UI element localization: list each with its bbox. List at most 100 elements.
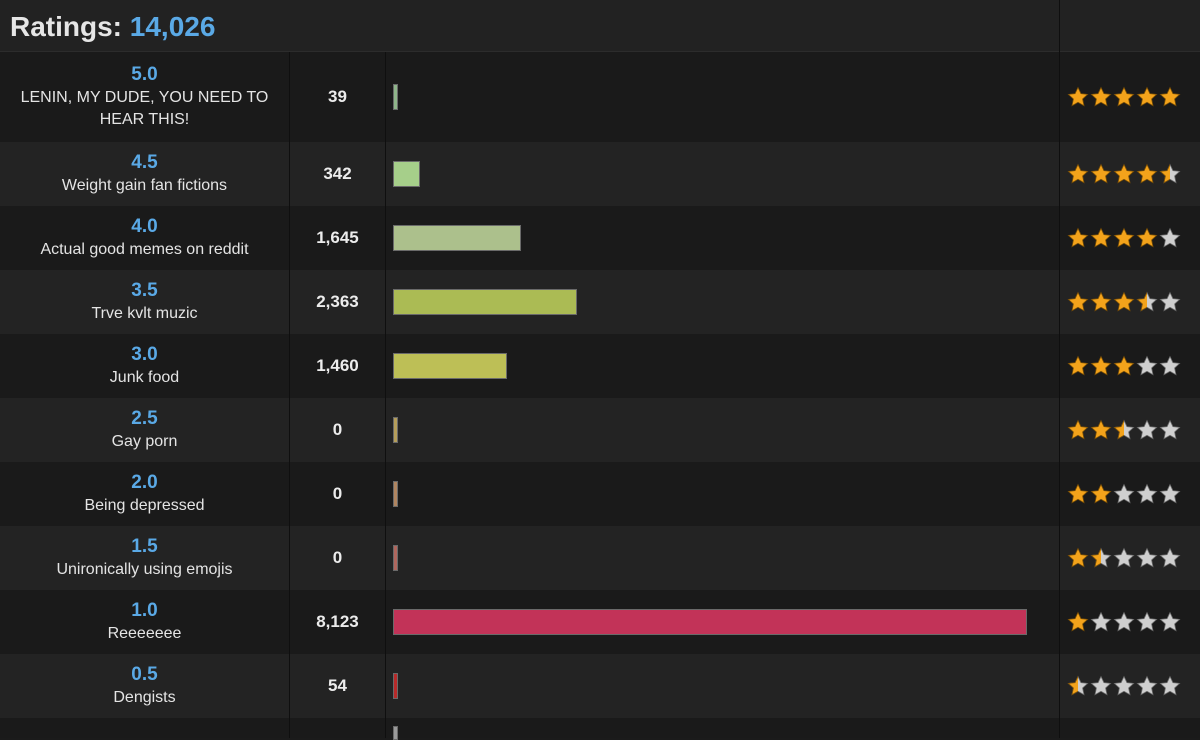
star-full-icon xyxy=(1067,291,1089,313)
star-empty-icon xyxy=(1090,675,1112,697)
rating-value: 2.5 xyxy=(131,408,158,429)
star-full-icon xyxy=(1067,419,1089,441)
column-divider xyxy=(1059,654,1060,718)
rating-description: Actual good memes on reddit xyxy=(40,241,249,258)
star-empty-icon xyxy=(1159,227,1181,249)
rating-row[interactable]: 5.0 LENIN, MY DUDE, YOU NEED TO HEAR THI… xyxy=(0,52,1200,142)
rating-value: 5.0 xyxy=(131,64,158,85)
column-divider xyxy=(289,206,290,270)
rating-row[interactable]: 3.0 Junk food 1,460 xyxy=(0,334,1200,398)
star-full-icon xyxy=(1090,86,1112,108)
ratings-header: Ratings: 14,026 xyxy=(0,0,1200,52)
star-empty-icon xyxy=(1136,547,1158,569)
star-rating xyxy=(1060,206,1200,270)
star-empty-icon xyxy=(1090,611,1112,633)
star-empty-icon xyxy=(1136,483,1158,505)
rating-label-cell: 0.5 Dengists xyxy=(0,654,289,718)
star-empty-icon xyxy=(1113,483,1135,505)
rating-row[interactable]: 1.0 Reeeeeee 8,123 xyxy=(0,590,1200,654)
rating-row[interactable]: 3.5 Trve kvlt muzic 2,363 xyxy=(0,270,1200,334)
rating-count: 1,645 xyxy=(316,228,359,247)
rating-row[interactable]: 1.5 Unironically using emojis 0 xyxy=(0,526,1200,590)
star-full-icon xyxy=(1159,86,1181,108)
rating-row[interactable]: 4.0 Actual good memes on reddit 1,645 xyxy=(0,206,1200,270)
column-divider xyxy=(289,334,290,398)
column-divider xyxy=(385,334,386,398)
rating-bar xyxy=(393,726,398,740)
star-empty-icon xyxy=(1159,483,1181,505)
column-divider xyxy=(289,462,290,526)
column-divider xyxy=(1059,270,1060,334)
column-divider xyxy=(289,270,290,334)
rating-count: 8,123 xyxy=(316,612,359,631)
ratings-table: 5.0 LENIN, MY DUDE, YOU NEED TO HEAR THI… xyxy=(0,52,1200,740)
rating-bar-cell xyxy=(386,270,1059,334)
star-rating xyxy=(1060,590,1200,654)
rating-label-cell: 1.5 Unironically using emojis xyxy=(0,526,289,590)
column-divider xyxy=(385,206,386,270)
column-divider xyxy=(385,590,386,654)
rating-bar xyxy=(393,289,577,315)
rating-value: 3.5 xyxy=(131,280,158,301)
rating-value: 4.0 xyxy=(131,216,158,237)
rating-description: LENIN, MY DUDE, YOU NEED TO HEAR THIS! xyxy=(20,89,269,128)
star-empty-icon xyxy=(1159,675,1181,697)
star-half-icon xyxy=(1136,291,1158,313)
star-full-icon xyxy=(1067,86,1089,108)
rating-label-cell: 1.0 Reeeeeee xyxy=(0,590,289,654)
star-empty-icon xyxy=(1113,547,1135,569)
rating-label-cell: 3.5 Trve kvlt muzic xyxy=(0,270,289,334)
star-empty-icon xyxy=(1159,611,1181,633)
star-full-icon xyxy=(1090,419,1112,441)
rating-bar xyxy=(393,353,507,379)
star-full-icon xyxy=(1136,86,1158,108)
column-divider xyxy=(1059,0,1060,52)
rating-count: 342 xyxy=(323,164,352,183)
rating-count: 0 xyxy=(332,484,343,503)
rating-value: 0.5 xyxy=(131,664,158,685)
star-full-icon xyxy=(1090,163,1112,185)
rating-description: Being depressed xyxy=(84,497,205,514)
column-divider xyxy=(1059,398,1060,462)
star-empty-icon xyxy=(1159,291,1181,313)
rating-bar-cell xyxy=(386,52,1059,142)
rating-bar xyxy=(393,481,398,507)
star-full-icon xyxy=(1113,355,1135,377)
rating-row[interactable]: 2.5 Gay porn 0 xyxy=(0,398,1200,462)
rating-count: 54 xyxy=(328,676,347,695)
column-divider xyxy=(1059,334,1060,398)
star-rating xyxy=(1060,142,1200,206)
rating-count: 0 xyxy=(332,548,343,567)
star-empty-icon xyxy=(1136,419,1158,441)
rating-count: 39 xyxy=(328,87,347,106)
star-half-icon xyxy=(1159,163,1181,185)
rating-bar-cell xyxy=(386,654,1059,718)
rating-bar-cell xyxy=(386,206,1059,270)
star-empty-icon xyxy=(1136,611,1158,633)
star-full-icon xyxy=(1113,227,1135,249)
column-divider xyxy=(1059,206,1060,270)
column-divider xyxy=(385,462,386,526)
rating-value: 1.5 xyxy=(131,536,158,557)
rating-description: Dengists xyxy=(113,689,176,706)
rating-row[interactable]: 2.0 Being depressed 0 xyxy=(0,462,1200,526)
column-divider xyxy=(289,398,290,462)
star-full-icon xyxy=(1136,163,1158,185)
rating-bar-cell xyxy=(386,526,1059,590)
rating-count: 2,363 xyxy=(316,292,359,311)
star-rating xyxy=(1060,52,1200,142)
column-divider xyxy=(289,590,290,654)
star-full-icon xyxy=(1067,355,1089,377)
star-empty-icon xyxy=(1159,355,1181,377)
rating-bar xyxy=(393,225,521,251)
column-divider xyxy=(289,718,290,738)
rating-row[interactable]: 0.5 Dengists 54 xyxy=(0,654,1200,718)
rating-row[interactable]: 4.5 Weight gain fan fictions 342 xyxy=(0,142,1200,206)
rating-description: Gay porn xyxy=(111,433,178,450)
ratings-title-label: Ratings: xyxy=(10,11,122,42)
star-full-icon xyxy=(1090,227,1112,249)
star-full-icon xyxy=(1136,227,1158,249)
rating-description: Junk food xyxy=(109,369,180,386)
star-full-icon xyxy=(1113,86,1135,108)
column-divider xyxy=(385,398,386,462)
